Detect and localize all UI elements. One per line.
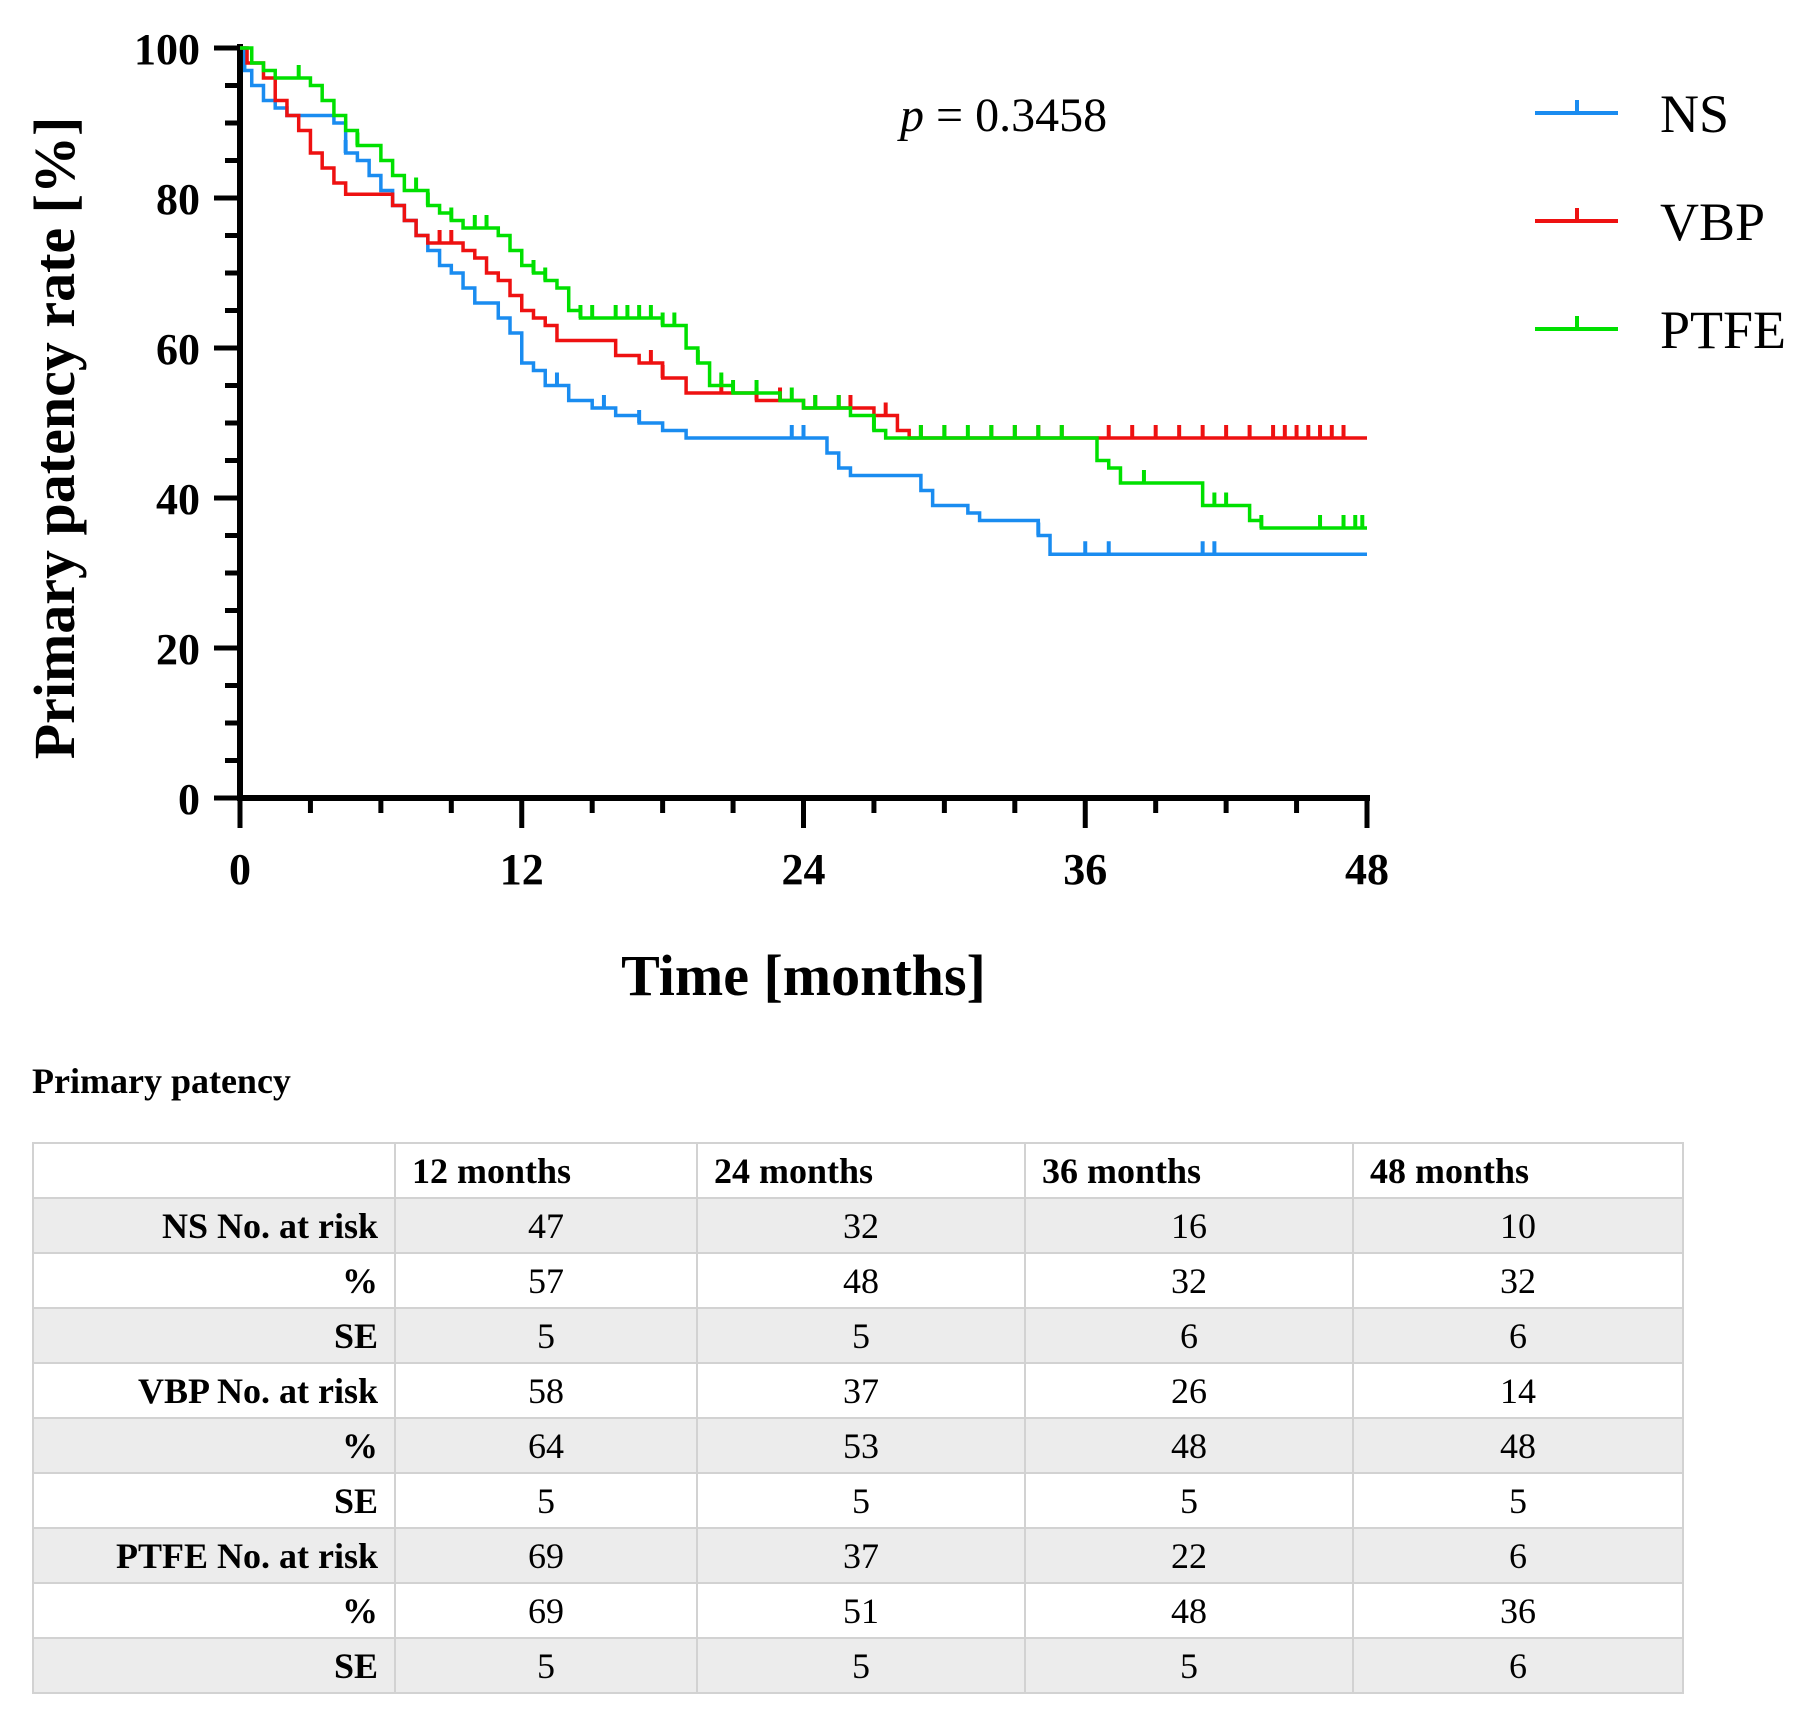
km-chart: 0 20 40 60 80 100 0 12 24 36 48 Time [months] Primar… xyxy=(22,25,1786,1008)
table-cell: 64 xyxy=(394,1417,698,1474)
header-cell-36-months: 36 months xyxy=(1024,1142,1354,1199)
y-tick-label: 60 xyxy=(156,325,200,374)
table-cell: 48 xyxy=(1024,1582,1354,1639)
table-cell: 5 xyxy=(394,1637,698,1694)
p-value-annotation: p = 0.3458 xyxy=(897,89,1107,142)
table-cell: 6 xyxy=(1352,1307,1684,1364)
row-label: SE xyxy=(32,1472,396,1529)
table-row-ns-at-risk: NS No. at risk 47 32 16 10 xyxy=(32,1197,1684,1254)
table-cell: 5 xyxy=(1024,1472,1354,1529)
series-ns xyxy=(240,46,1367,556)
series-vbp xyxy=(240,46,1367,440)
row-label: SE xyxy=(32,1637,396,1694)
curve-ptfe xyxy=(240,46,1367,530)
row-label: SE xyxy=(32,1307,396,1364)
table-cell: 48 xyxy=(1024,1417,1354,1474)
y-tick-label: 40 xyxy=(156,475,200,524)
legend-label: PTFE xyxy=(1660,300,1786,360)
table-cell: 5 xyxy=(1024,1637,1354,1694)
y-tick-label: 20 xyxy=(156,625,200,674)
y-tick-label: 0 xyxy=(178,775,200,824)
p-symbol: p xyxy=(897,89,924,142)
legend-item-vbp: VBP xyxy=(1535,192,1765,252)
legend-item-ptfe: PTFE xyxy=(1535,300,1786,360)
y-tick-label: 80 xyxy=(156,175,200,224)
x-tick-label: 48 xyxy=(1345,845,1389,894)
x-tick-label: 24 xyxy=(782,845,826,894)
table-cell: 6 xyxy=(1352,1637,1684,1694)
axes: 0 20 40 60 80 100 0 12 24 36 48 Time [months] Primar… xyxy=(22,25,1389,1008)
table-cell: 5 xyxy=(696,1472,1026,1529)
table-cell: 5 xyxy=(394,1307,698,1364)
table-cell: 51 xyxy=(696,1582,1026,1639)
legend-label: NS xyxy=(1660,84,1729,144)
table-cell: 58 xyxy=(394,1362,698,1419)
survival-curves xyxy=(240,46,1367,556)
risk-table: 12 months 24 months 36 months 48 months … xyxy=(32,1142,1684,1694)
row-label: % xyxy=(32,1417,396,1474)
table-cell: 26 xyxy=(1024,1362,1354,1419)
table-row-vbp-at-risk: VBP No. at risk 58 37 26 14 xyxy=(32,1362,1684,1419)
row-label: % xyxy=(32,1582,396,1639)
table-cell: 22 xyxy=(1024,1527,1354,1584)
table-cell: 69 xyxy=(394,1527,698,1584)
table-header-row: 12 months 24 months 36 months 48 months xyxy=(32,1142,1684,1199)
table-row-ptfe-at-risk: PTFE No. at risk 69 37 22 6 xyxy=(32,1527,1684,1584)
table-caption: Primary patency xyxy=(32,1061,291,1101)
x-axis-title: Time [months] xyxy=(621,943,986,1008)
table-cell: 10 xyxy=(1352,1197,1684,1254)
table-row-ns-se: SE 5 5 6 6 xyxy=(32,1307,1684,1364)
x-tick-label: 36 xyxy=(1063,845,1107,894)
series-ptfe xyxy=(240,46,1367,530)
table-cell: 47 xyxy=(394,1197,698,1254)
table-row-vbp-percent: % 64 53 48 48 xyxy=(32,1417,1684,1474)
header-cell-blank xyxy=(32,1142,396,1199)
row-label: VBP No. at risk xyxy=(32,1362,396,1419)
table-row-ptfe-percent: % 69 51 48 36 xyxy=(32,1582,1684,1639)
curve-vbp xyxy=(240,46,1367,440)
table-cell: 48 xyxy=(696,1252,1026,1309)
table-cell: 5 xyxy=(696,1637,1026,1694)
table-cell: 16 xyxy=(1024,1197,1354,1254)
header-cell-48-months: 48 months xyxy=(1352,1142,1684,1199)
km-chart-svg: 0 20 40 60 80 100 0 12 24 36 48 Time [months] Primar… xyxy=(22,25,1786,1008)
legend: NS VBP PTFE xyxy=(1535,84,1786,360)
x-tick-label: 0 xyxy=(229,845,251,894)
table-cell: 5 xyxy=(394,1472,698,1529)
table-cell: 32 xyxy=(1024,1252,1354,1309)
table-cell: 69 xyxy=(394,1582,698,1639)
table-cell: 37 xyxy=(696,1362,1026,1419)
row-label: % xyxy=(32,1252,396,1309)
table-cell: 32 xyxy=(1352,1252,1684,1309)
table-cell: 57 xyxy=(394,1252,698,1309)
table-cell: 48 xyxy=(1352,1417,1684,1474)
table-row-vbp-se: SE 5 5 5 5 xyxy=(32,1472,1684,1529)
table-cell: 53 xyxy=(696,1417,1026,1474)
table-cell: 36 xyxy=(1352,1582,1684,1639)
header-cell-12-months: 12 months xyxy=(394,1142,698,1199)
table-cell: 6 xyxy=(1352,1527,1684,1584)
table-cell: 5 xyxy=(696,1307,1026,1364)
curve-ns xyxy=(240,46,1367,556)
row-label: PTFE No. at risk xyxy=(32,1527,396,1584)
p-value-text: = 0.3458 xyxy=(924,89,1107,142)
table-cell: 6 xyxy=(1024,1307,1354,1364)
y-tick-label: 100 xyxy=(134,25,200,74)
y-axis-title: Primary patency rate [%] xyxy=(22,117,87,760)
row-label: NS No. at risk xyxy=(32,1197,396,1254)
table-row-ns-percent: % 57 48 32 32 xyxy=(32,1252,1684,1309)
table-cell: 37 xyxy=(696,1527,1026,1584)
table-cell: 32 xyxy=(696,1197,1026,1254)
legend-item-ns: NS xyxy=(1535,84,1729,144)
table-cell: 14 xyxy=(1352,1362,1684,1419)
table-cell: 5 xyxy=(1352,1472,1684,1529)
header-cell-24-months: 24 months xyxy=(696,1142,1026,1199)
x-tick-label: 12 xyxy=(500,845,544,894)
legend-label: VBP xyxy=(1660,192,1765,252)
table-row-ptfe-se: SE 5 5 5 6 xyxy=(32,1637,1684,1694)
